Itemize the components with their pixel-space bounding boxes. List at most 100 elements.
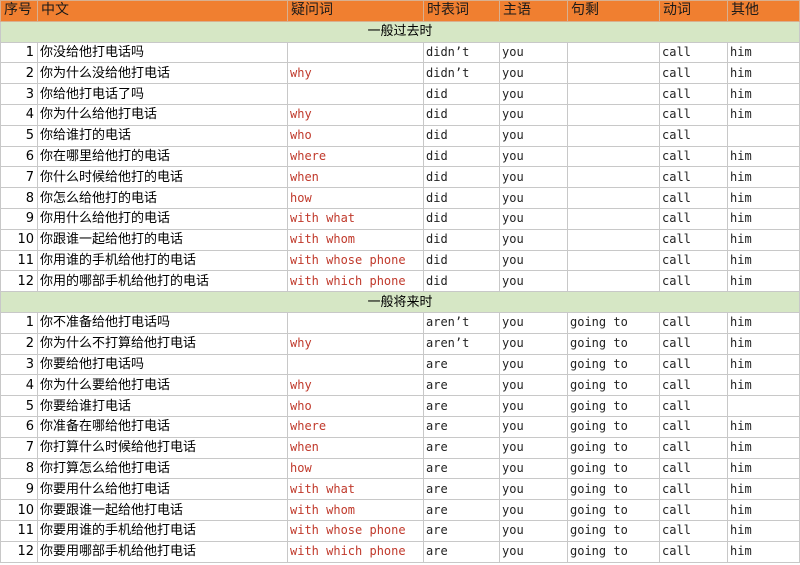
cell-subject[interactable]: you [499, 499, 568, 521]
cell-index[interactable]: 9 [0, 207, 38, 230]
cell-other[interactable]: him [727, 374, 800, 397]
cell-chinese[interactable]: 你为什么没给他打电话 [37, 62, 288, 85]
cell-question-word[interactable]: who [287, 395, 424, 417]
cell-subject[interactable]: you [499, 207, 568, 230]
cell-chinese[interactable]: 你要跟谁一起给他打电话 [37, 499, 288, 521]
cell-index[interactable]: 8 [0, 457, 38, 480]
cell-other[interactable]: him [727, 103, 800, 126]
cell-verb[interactable]: call [659, 374, 728, 397]
cell-other[interactable]: him [727, 166, 800, 189]
cell-subject[interactable]: you [499, 540, 568, 563]
cell-question-word[interactable] [287, 83, 424, 105]
cell-verb[interactable]: call [659, 395, 728, 417]
cell-subject[interactable]: you [499, 145, 568, 168]
cell-subject[interactable]: you [499, 187, 568, 209]
cell-index[interactable]: 4 [0, 103, 38, 126]
cell-index[interactable]: 10 [0, 228, 38, 251]
cell-tense-word[interactable]: are [423, 395, 500, 417]
cell-question-word[interactable]: how [287, 457, 424, 480]
cell-other[interactable]: him [727, 415, 800, 438]
cell-chinese[interactable]: 你为什么要给他打电话 [37, 374, 288, 397]
cell-remainder[interactable]: going to [567, 519, 660, 542]
cell-chinese[interactable]: 你要给他打电话吗 [37, 353, 288, 376]
cell-remainder[interactable] [567, 124, 660, 147]
cell-remainder[interactable]: going to [567, 478, 660, 501]
cell-chinese[interactable]: 你为什么给他打电话 [37, 103, 288, 126]
cell-verb[interactable]: call [659, 103, 728, 126]
cell-index[interactable]: 7 [0, 436, 38, 459]
cell-remainder[interactable] [567, 270, 660, 293]
cell-verb[interactable]: call [659, 540, 728, 563]
cell-verb[interactable]: call [659, 187, 728, 209]
cell-index[interactable]: 3 [0, 83, 38, 105]
cell-other[interactable]: him [727, 62, 800, 85]
cell-index[interactable]: 2 [0, 62, 38, 85]
cell-other[interactable]: him [727, 332, 800, 355]
cell-chinese[interactable]: 你什么时候给他打的电话 [37, 166, 288, 189]
cell-verb[interactable]: call [659, 145, 728, 168]
header-cell-index[interactable]: 序号 [0, 0, 38, 22]
cell-chinese[interactable]: 你为什么不打算给他打电话 [37, 332, 288, 355]
cell-subject[interactable]: you [499, 395, 568, 417]
cell-other[interactable]: him [727, 499, 800, 521]
cell-question-word[interactable]: with which phone [287, 540, 424, 563]
cell-question-word[interactable] [287, 311, 424, 334]
cell-question-word[interactable]: who [287, 124, 424, 147]
cell-question-word[interactable]: with what [287, 478, 424, 501]
cell-chinese[interactable]: 你用的哪部手机给他打的电话 [37, 270, 288, 293]
cell-index[interactable]: 2 [0, 332, 38, 355]
cell-remainder[interactable]: going to [567, 395, 660, 417]
cell-subject[interactable]: you [499, 332, 568, 355]
cell-remainder[interactable] [567, 41, 660, 64]
cell-chinese[interactable]: 你跟谁一起给他打的电话 [37, 228, 288, 251]
header-cell-remainder[interactable]: 句剩 [567, 0, 660, 22]
cell-index[interactable]: 1 [0, 311, 38, 334]
cell-tense-word[interactable]: did [423, 249, 500, 272]
cell-remainder[interactable] [567, 249, 660, 272]
cell-remainder[interactable] [567, 145, 660, 168]
cell-index[interactable]: 3 [0, 353, 38, 376]
cell-subject[interactable]: you [499, 249, 568, 272]
cell-question-word[interactable]: with whose phone [287, 519, 424, 542]
cell-tense-word[interactable]: are [423, 415, 500, 438]
cell-verb[interactable]: call [659, 124, 728, 147]
cell-tense-word[interactable]: didn’t [423, 62, 500, 85]
cell-tense-word[interactable]: did [423, 83, 500, 105]
cell-index[interactable]: 4 [0, 374, 38, 397]
cell-tense-word[interactable]: did [423, 270, 500, 293]
cell-tense-word[interactable]: didn’t [423, 41, 500, 64]
cell-index[interactable]: 11 [0, 249, 38, 272]
cell-chinese[interactable]: 你打算怎么给他打电话 [37, 457, 288, 480]
cell-other[interactable]: him [727, 353, 800, 376]
cell-chinese[interactable]: 你在哪里给他打的电话 [37, 145, 288, 168]
cell-chinese[interactable]: 你不准备给他打电话吗 [37, 311, 288, 334]
cell-verb[interactable]: call [659, 207, 728, 230]
cell-other[interactable]: him [727, 478, 800, 501]
cell-subject[interactable]: you [499, 374, 568, 397]
cell-verb[interactable]: call [659, 311, 728, 334]
cell-other[interactable]: him [727, 540, 800, 563]
cell-remainder[interactable]: going to [567, 540, 660, 563]
cell-index[interactable]: 7 [0, 166, 38, 189]
cell-chinese[interactable]: 你要给谁打电话 [37, 395, 288, 417]
cell-tense-word[interactable]: did [423, 187, 500, 209]
cell-index[interactable]: 6 [0, 415, 38, 438]
cell-verb[interactable]: call [659, 166, 728, 189]
cell-index[interactable]: 10 [0, 499, 38, 521]
cell-other[interactable]: him [727, 519, 800, 542]
cell-other[interactable]: him [727, 457, 800, 480]
cell-question-word[interactable]: where [287, 145, 424, 168]
cell-subject[interactable]: you [499, 270, 568, 293]
cell-other[interactable]: him [727, 83, 800, 105]
cell-tense-word[interactable]: did [423, 124, 500, 147]
cell-tense-word[interactable]: did [423, 103, 500, 126]
cell-verb[interactable]: call [659, 228, 728, 251]
cell-chinese[interactable]: 你给谁打的电话 [37, 124, 288, 147]
cell-other[interactable]: him [727, 436, 800, 459]
header-cell-verb[interactable]: 动词 [659, 0, 728, 22]
cell-remainder[interactable]: going to [567, 499, 660, 521]
cell-verb[interactable]: call [659, 499, 728, 521]
cell-tense-word[interactable]: are [423, 353, 500, 376]
cell-question-word[interactable]: with whom [287, 499, 424, 521]
cell-question-word[interactable]: why [287, 332, 424, 355]
